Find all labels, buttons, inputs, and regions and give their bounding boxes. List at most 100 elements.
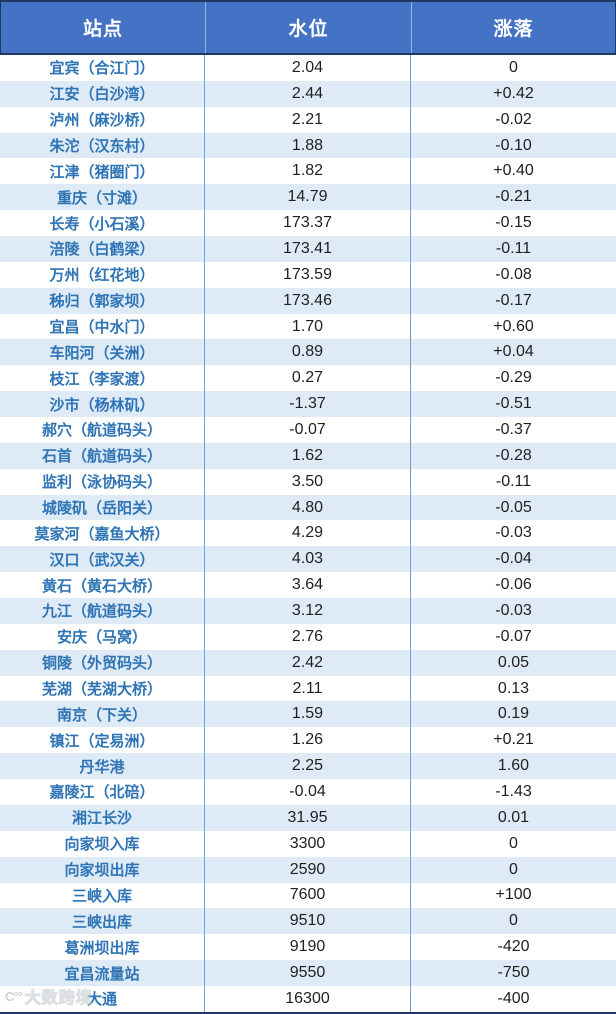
change-value: -0.04: [495, 550, 532, 568]
station-name: 宜宾（合江门）: [0, 55, 205, 81]
table-row: 九江（航道码头） 3.12 -0.03: [0, 598, 616, 624]
change-value: +0.21: [493, 731, 534, 749]
table-row: 万州（红花地） 173.59 -0.08: [0, 261, 616, 288]
water-level-value: 3.50: [205, 468, 411, 495]
station-name: 江安（白沙湾）: [0, 80, 205, 107]
table-row: 宜宾（合江门） 2.04 0: [0, 55, 616, 81]
water-level-value: 14.79: [205, 184, 411, 211]
change-value: -0.11: [495, 472, 532, 490]
water-level-value: 3300: [205, 830, 411, 857]
table-row: 黄石（黄石大桥） 3.64 -0.06: [0, 572, 616, 599]
station-name: 三峡出库: [0, 908, 205, 935]
station-name: 江津（猪圈门）: [0, 158, 205, 185]
water-level-value: 4.29: [205, 520, 411, 547]
station-name: 三峡入库: [0, 882, 205, 909]
water-level-value: 9190: [205, 934, 411, 961]
change-value: -0.07: [495, 627, 532, 645]
change-value: -0.08: [495, 265, 532, 283]
change-value: +0.40: [493, 162, 534, 180]
station-name: 泸州（麻沙桥）: [0, 106, 205, 133]
table-row: 三峡出库 9510 0: [0, 908, 616, 935]
table-row: 重庆（寸滩） 14.79 -0.21: [0, 184, 616, 211]
table-row: 宜昌流量站 9550 -750: [0, 960, 616, 986]
water-level-value: 2.04: [205, 55, 411, 81]
station-name: 湘江长沙: [0, 804, 205, 831]
table-row: 莫家河（嘉鱼大桥） 4.29 -0.03: [0, 520, 616, 547]
change-value: -0.28: [495, 446, 532, 464]
water-level-value: 2590: [205, 856, 411, 883]
table-header-row: 站点 水位 涨落: [0, 2, 616, 55]
station-name: 万州（红花地）: [0, 261, 205, 288]
column-header-change: 涨落: [493, 19, 534, 40]
column-header-water-level: 水位: [206, 2, 412, 53]
station-name: 朱沱（汉东村）: [0, 132, 205, 159]
change-value: -0.02: [495, 110, 532, 128]
water-level-value: 9550: [205, 960, 411, 986]
change-value: +0.04: [493, 343, 534, 361]
water-level-value: 1.62: [205, 442, 411, 469]
change-value: 0: [509, 912, 518, 930]
table-row: 芜湖（芜湖大桥） 2.11 0.13: [0, 675, 616, 702]
station-name: 葛洲坝出库: [0, 934, 205, 961]
station-name: 汉口（武汉关）: [0, 546, 205, 573]
change-value: -0.11: [495, 239, 532, 257]
table-row: 江安（白沙湾） 2.44 +0.42: [0, 80, 616, 107]
table-row: 郝穴（航道码头） -0.07 -0.37: [0, 417, 616, 443]
water-level-value: 1.70: [205, 313, 411, 340]
table-row: 南京（下关） 1.59 0.19: [0, 701, 616, 728]
table-row: 涪陵（白鹤梁） 173.41 -0.11: [0, 236, 616, 262]
column-header-station: 站点: [1, 2, 206, 53]
change-value: -420: [497, 938, 530, 956]
change-value: -0.06: [495, 576, 532, 594]
water-level-value: 2.44: [205, 80, 411, 107]
water-level-value: 4.03: [205, 546, 411, 573]
station-name: 镇江（定易洲）: [0, 727, 205, 754]
station-name: 铜陵（外贸码头）: [0, 649, 205, 676]
table-row: 嘉陵江（北碚） -0.04 -1.43: [0, 779, 616, 805]
table-row: 朱沱（汉东村） 1.88 -0.10: [0, 132, 616, 159]
water-level-value: 2.11: [205, 675, 411, 702]
station-name: 沙市（杨林矶）: [0, 391, 205, 418]
station-name: 宜昌流量站: [0, 960, 205, 986]
water-level-value: 0.89: [205, 339, 411, 366]
water-level-value: 173.37: [205, 210, 411, 237]
table-row: 汉口（武汉关） 4.03 -0.04: [0, 546, 616, 573]
station-name: 监利（泳协码头）: [0, 468, 205, 495]
table-row: 石首（航道码头） 1.62 -0.28: [0, 442, 616, 469]
water-level-value: -0.04: [205, 779, 411, 805]
station-name: 车阳河（关洲）: [0, 339, 205, 366]
table-row: 铜陵（外贸码头） 2.42 0.05: [0, 649, 616, 676]
change-value: 0.01: [497, 808, 530, 826]
table-row: 江津（猪圈门） 1.82 +0.40: [0, 158, 616, 185]
table-row: 向家坝入库 3300 0: [0, 830, 616, 857]
station-name: 向家坝入库: [0, 830, 205, 857]
station-name: 莫家河（嘉鱼大桥）: [0, 520, 205, 547]
table-row: 宜昌（中水门） 1.70 +0.60: [0, 313, 616, 340]
change-value: -0.03: [495, 524, 532, 542]
change-value: 0.19: [497, 705, 530, 723]
water-level-value: 1.59: [205, 701, 411, 728]
change-value: +0.60: [493, 317, 534, 335]
water-level-value: 1.26: [205, 727, 411, 754]
station-name: 枝江（李家渡）: [0, 365, 205, 392]
change-value: -0.21: [495, 188, 532, 206]
change-value: -400: [497, 989, 530, 1007]
change-value: 0.13: [497, 679, 530, 697]
change-value: 0.05: [497, 653, 530, 671]
station-name: 南京（下关）: [0, 701, 205, 728]
water-level-value: 1.82: [205, 158, 411, 185]
change-value: -0.29: [495, 369, 532, 387]
table-row: 安庆（马窝） 2.76 -0.07: [0, 623, 616, 650]
water-level-value: 2.76: [205, 623, 411, 650]
water-level-value: 4.80: [205, 494, 411, 521]
water-level-value: 3.12: [205, 598, 411, 624]
water-level-value: 7600: [205, 882, 411, 909]
station-name: 九江（航道码头）: [0, 598, 205, 624]
station-name: 大通: [0, 985, 205, 1012]
table-row: 泸州（麻沙桥） 2.21 -0.02: [0, 106, 616, 133]
table-row: 向家坝出库 2590 0: [0, 856, 616, 883]
station-name: 向家坝出库: [0, 856, 205, 883]
change-value: 0: [509, 834, 518, 852]
change-value: 1.60: [497, 757, 530, 775]
table-row: 沙市（杨林矶） -1.37 -0.51: [0, 391, 616, 418]
